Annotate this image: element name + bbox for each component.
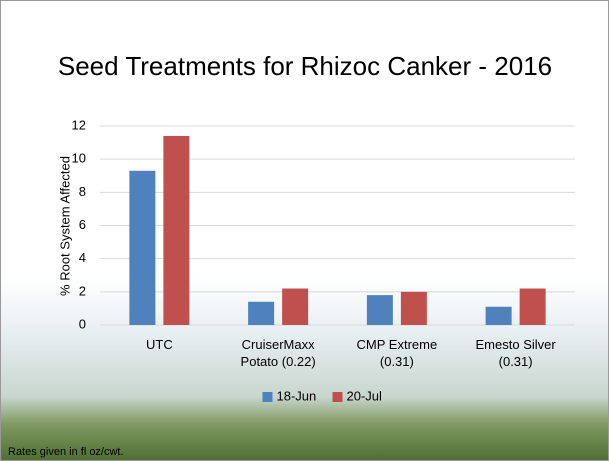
slide: Seed Treatments for Rhizoc Canker - 2016… [0,0,609,461]
y-axis-label: % Root System Affected [57,156,72,296]
y-tick-label: 10 [72,151,86,166]
bar [520,289,546,325]
bar [248,302,274,325]
legend-label: 18-Jun [277,388,317,403]
bar [367,295,393,325]
y-tick-label: 2 [79,283,86,298]
y-tick-label: 12 [72,117,86,132]
bar [282,289,308,325]
x-tick-label: Emesto Silver (0.31) [466,336,566,370]
chart-title: Seed Treatments for Rhizoc Canker - 2016 [58,51,552,81]
footer: Rates given in fl oz/cwt. [8,446,124,458]
bar [486,307,512,325]
legend-label: 20-Jul [347,388,383,403]
y-tick-label: 4 [79,250,86,265]
chart: Seed Treatments for Rhizoc Canker - 2016… [0,0,609,461]
y-tick-label: 6 [79,217,86,232]
y-tick-label: 0 [79,316,86,331]
legend-swatch [333,392,343,402]
bar [163,136,189,325]
x-tick-label: UTC [109,336,209,353]
bar [129,171,155,325]
x-tick-label: CruiserMaxx Potato (0.22) [228,336,328,370]
x-tick-label: CMP Extreme (0.31) [347,336,447,370]
legend-swatch [263,392,273,402]
bar [401,292,427,325]
y-tick-label: 8 [79,184,86,199]
